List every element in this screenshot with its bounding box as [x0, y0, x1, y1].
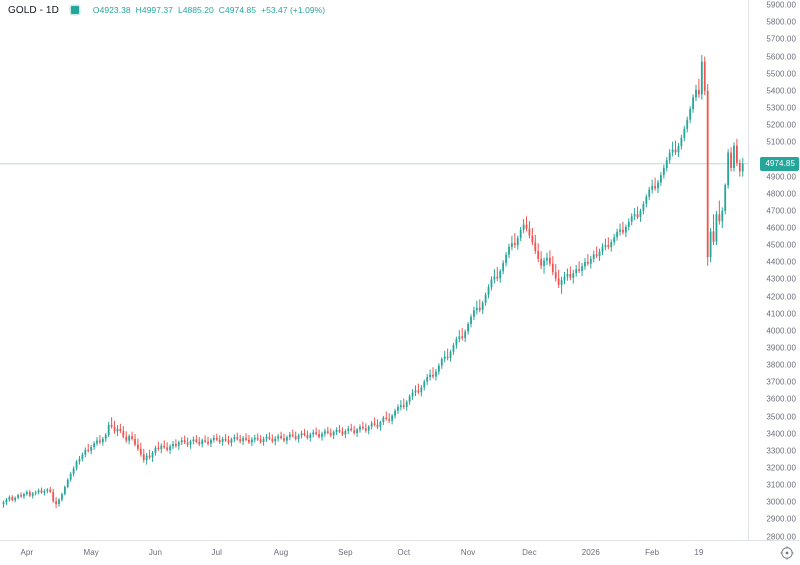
price-tick: 4900.00	[766, 172, 796, 182]
price-tick: 4200.00	[766, 292, 796, 302]
price-tick: 5900.00	[766, 0, 796, 10]
price-tick: 5400.00	[766, 86, 796, 96]
price-tick: 4500.00	[766, 240, 796, 250]
price-tick: 5100.00	[766, 137, 796, 147]
time-tick: Dec	[522, 548, 537, 557]
ohlc-values: O4923.38 H4997.37 L4885.20 C4974.85 +53.…	[93, 5, 325, 15]
time-tick: Apr	[20, 548, 34, 557]
price-axis[interactable]: 5900.00 5800.00 5700.00 5600.00 5500.00 5400.…	[748, 0, 800, 542]
price-tick: 4300.00	[766, 274, 796, 284]
price-tick: 4800.00	[766, 189, 796, 199]
chart-plot-area[interactable]	[0, 0, 748, 540]
time-axis[interactable]: Apr May Jun Jul Aug Sep Oct Nov Dec 2026 Feb 19	[0, 540, 800, 565]
price-tick: 3800.00	[766, 360, 796, 370]
time-tick: Feb	[645, 548, 660, 557]
current-price-badge: 4974.85	[760, 156, 799, 171]
ohlc-high: H4997.37	[135, 5, 173, 15]
price-tick: 4000.00	[766, 326, 796, 336]
time-tick: Oct	[397, 548, 411, 557]
price-tick: 5600.00	[766, 52, 796, 62]
price-tick: 3400.00	[766, 429, 796, 439]
crosshair-target-icon[interactable]	[780, 546, 794, 560]
ohlc-close: C4974.85	[218, 5, 257, 15]
price-tick: 3900.00	[766, 343, 796, 353]
time-tick: 19	[694, 548, 704, 557]
price-tick: 5700.00	[766, 34, 796, 44]
price-tick: 3600.00	[766, 394, 796, 404]
page-title[interactable]: GOLD - 1D	[8, 4, 59, 16]
price-tick: 3500.00	[766, 412, 796, 422]
price-tick: 4400.00	[766, 257, 796, 267]
candle-series	[2, 54, 744, 509]
price-tick: 4100.00	[766, 309, 796, 319]
time-tick: Aug	[273, 548, 289, 557]
price-tick: 2800.00	[766, 532, 796, 542]
price-tick: 3700.00	[766, 377, 796, 387]
ohlc-open: O4923.38	[92, 5, 131, 15]
price-tick: 5200.00	[766, 120, 796, 130]
price-tick: 3200.00	[766, 463, 796, 473]
price-tick: 3100.00	[766, 480, 796, 490]
ohlc-low: L4885.20	[177, 5, 214, 15]
series-marker-icon	[70, 6, 79, 14]
time-tick: Jun	[148, 548, 163, 557]
time-tick: 2026	[581, 548, 600, 557]
price-tick: 5500.00	[766, 69, 796, 79]
time-tick: Jul	[211, 548, 223, 557]
time-tick: May	[83, 548, 99, 557]
price-tick: 3000.00	[766, 497, 796, 507]
price-tick: 4600.00	[766, 223, 796, 233]
price-tick: 5300.00	[766, 103, 796, 113]
price-tick: 3300.00	[766, 446, 796, 456]
price-tick: 5800.00	[766, 17, 796, 27]
time-tick: Nov	[460, 548, 476, 557]
chart-legend[interactable]: GOLD - 1D O4923.38 H4997.37 L4885.20 C49…	[8, 3, 325, 17]
time-tick: Sep	[338, 548, 353, 557]
price-tick: 4700.00	[766, 206, 796, 216]
ohlc-change: +53.47 (+1.09%)	[261, 5, 326, 15]
price-tick: 2900.00	[766, 514, 796, 524]
candlestick-canvas[interactable]	[0, 0, 748, 540]
